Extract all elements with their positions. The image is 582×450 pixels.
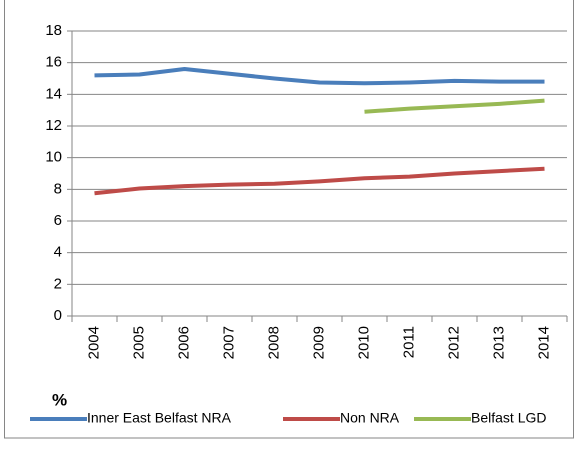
y-tick-label: 4	[54, 244, 62, 261]
y-tick-label: 6	[54, 212, 62, 229]
x-tick-label: 2014	[535, 326, 552, 359]
x-tick-label: 2011	[400, 326, 417, 358]
y-tick-label: 0	[54, 307, 62, 324]
y-tick-label: 12	[45, 117, 62, 134]
legend-label: Inner East Belfast NRA	[87, 410, 232, 426]
x-tick-label: 2012	[445, 326, 462, 359]
y-tick-label: 10	[45, 149, 62, 166]
y-axis-label: %	[52, 390, 67, 409]
y-tick-label: 16	[45, 54, 62, 71]
x-tick-label: 2010	[355, 326, 372, 359]
x-tick-label: 2013	[490, 326, 507, 359]
y-tick-label: 2	[54, 275, 62, 292]
x-tick-label: 2006	[175, 326, 192, 359]
legend-label: Belfast LGD	[471, 410, 546, 426]
x-tick-label: 2007	[220, 326, 237, 359]
series-line	[364, 98, 545, 114]
y-tick-label: 8	[54, 180, 62, 197]
legend-label: Non NRA	[340, 410, 400, 426]
x-tick-label: 2005	[130, 326, 147, 359]
x-tick-label: 2004	[85, 326, 102, 359]
chart-frame	[4, 0, 574, 439]
series-line	[94, 67, 545, 86]
y-tick-label: 14	[45, 85, 62, 102]
x-tick-label: 2009	[310, 326, 327, 359]
series-line	[94, 166, 545, 196]
x-tick-label: 2008	[265, 326, 282, 359]
y-tick-label: 18	[45, 22, 62, 39]
